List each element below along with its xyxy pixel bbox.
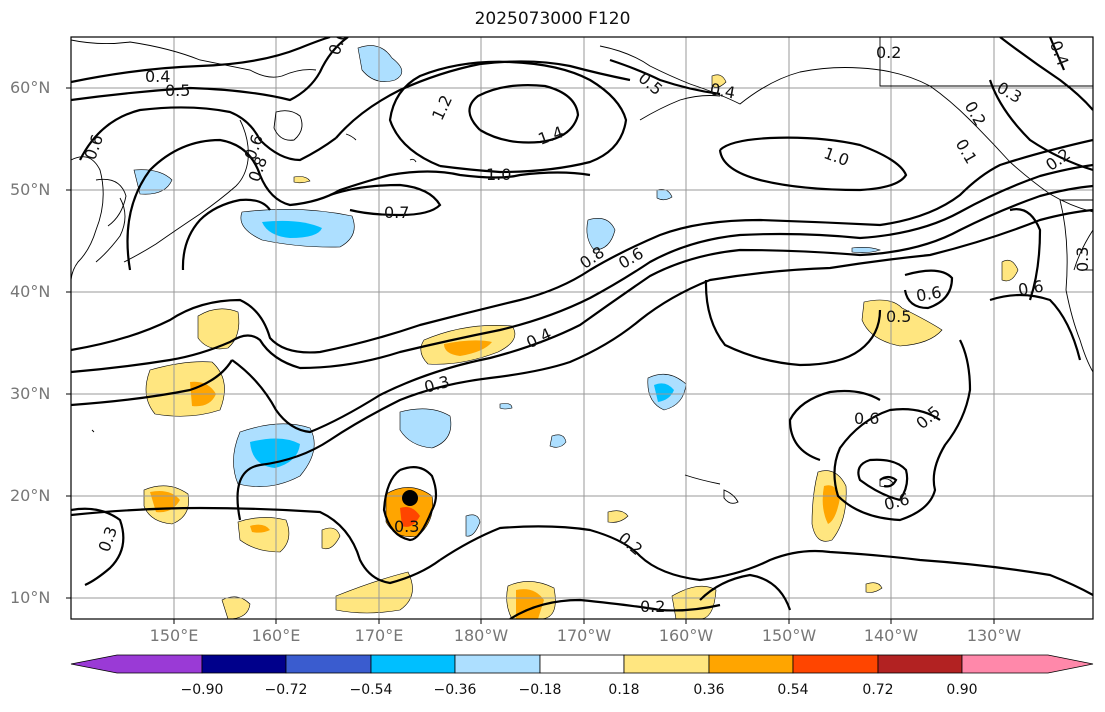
colorbar-tick-label: 0.18 bbox=[608, 682, 640, 698]
lat-label: 60°N bbox=[10, 78, 51, 97]
contour-label: 0.5 bbox=[912, 402, 944, 433]
coastlines bbox=[71, 37, 1093, 504]
colorbar bbox=[70, 654, 1094, 674]
colorbar-cell bbox=[454, 654, 541, 674]
contour-label: 0.2 bbox=[876, 43, 901, 62]
contour-label: 0.7 bbox=[384, 203, 409, 222]
colorbar-cell bbox=[877, 654, 963, 674]
colorbar-tick-label: −0.36 bbox=[433, 682, 477, 698]
contour-label: 0.6 bbox=[882, 489, 912, 514]
contour-label: 0.1 bbox=[952, 136, 981, 168]
contour-label: 1.0 bbox=[821, 143, 851, 170]
contour-label: 0.3 bbox=[994, 78, 1026, 107]
contour-label: 1.2 bbox=[428, 92, 456, 123]
contour-lines bbox=[71, 37, 1093, 619]
lon-label: 170°E bbox=[354, 626, 404, 645]
contour-label: 0.4 bbox=[708, 79, 736, 102]
colorbar-cell bbox=[201, 654, 287, 674]
lon-label: 160°W bbox=[658, 626, 714, 645]
lat-label: 50°N bbox=[10, 180, 51, 199]
contour-label: 0.3 bbox=[394, 517, 419, 536]
lon-label: 160°E bbox=[251, 626, 301, 645]
colorbar-cell bbox=[370, 654, 456, 674]
contour-label: 0.2 bbox=[615, 528, 647, 559]
colorbar-extend-min bbox=[70, 654, 203, 674]
contour-label: 1.4 bbox=[536, 122, 566, 149]
lon-label: 150°E bbox=[149, 626, 199, 645]
contour-label: 0.2 bbox=[640, 597, 665, 616]
contour-label: 0.4 bbox=[145, 67, 170, 86]
colorbar-tick-label: 0.36 bbox=[693, 682, 725, 698]
lat-label: 40°N bbox=[10, 282, 51, 301]
colorbar-cell bbox=[623, 654, 710, 674]
lon-label: 130°W bbox=[966, 626, 1022, 645]
lon-label: 170°W bbox=[556, 626, 612, 645]
lon-label: 180°W bbox=[453, 626, 509, 645]
colorbar-tick-label: −0.90 bbox=[180, 682, 224, 698]
contour-label: 0.3 bbox=[1073, 247, 1092, 272]
map-title: 2025073000 F120 bbox=[474, 9, 631, 29]
colorbar-tick-label: −0.72 bbox=[264, 682, 308, 698]
tick-marks bbox=[66, 87, 995, 624]
contour-label: 0.6 bbox=[81, 132, 108, 162]
lat-label: 10°N bbox=[10, 588, 51, 607]
lon-label: 150°W bbox=[761, 626, 817, 645]
storm-center-marker bbox=[402, 490, 418, 506]
colorbar-tick-label: 0.72 bbox=[862, 682, 894, 698]
colorbar-cell bbox=[539, 654, 625, 674]
contour-label: 0.3 bbox=[95, 524, 122, 554]
colorbar-tick-label: −0.54 bbox=[349, 682, 393, 698]
colorbar-cell bbox=[792, 654, 879, 674]
contour-label: 0.6 bbox=[1017, 276, 1045, 299]
contour-label: 0.6 bbox=[915, 282, 943, 305]
contour-label: 0.6 bbox=[325, 27, 352, 57]
colorbar-extend-max bbox=[961, 654, 1094, 674]
colorbar-cell bbox=[285, 654, 372, 674]
contour-label: 0.5 bbox=[886, 307, 911, 326]
contour-label: 1.0 bbox=[486, 165, 511, 184]
contour-label: 0.4 bbox=[1046, 38, 1073, 68]
colorbar-tick-label: 0.90 bbox=[946, 682, 978, 698]
contour-label: 0.5 bbox=[165, 81, 190, 100]
map-frame bbox=[70, 36, 1094, 620]
contour-label: 0.6 bbox=[854, 409, 879, 428]
map-panel: 0.4 0.5 0.6 0.6 0.8 0.6 1.2 1.4 1.0 1.0 … bbox=[71, 27, 1093, 619]
colorbar-tick-label: 0.54 bbox=[777, 682, 809, 698]
lon-label: 140°W bbox=[863, 626, 919, 645]
gridlines bbox=[71, 37, 1093, 619]
contour-label: 0.4 bbox=[523, 324, 554, 352]
lat-label: 30°N bbox=[10, 384, 51, 403]
contour-label: 0.2 bbox=[961, 98, 990, 130]
lat-label: 20°N bbox=[10, 486, 51, 505]
colorbar-cell bbox=[708, 654, 794, 674]
contour-label: 0.5 bbox=[635, 68, 667, 99]
shaded-negative-regions bbox=[133, 45, 881, 537]
colorbar-tick-label: −0.18 bbox=[518, 682, 562, 698]
